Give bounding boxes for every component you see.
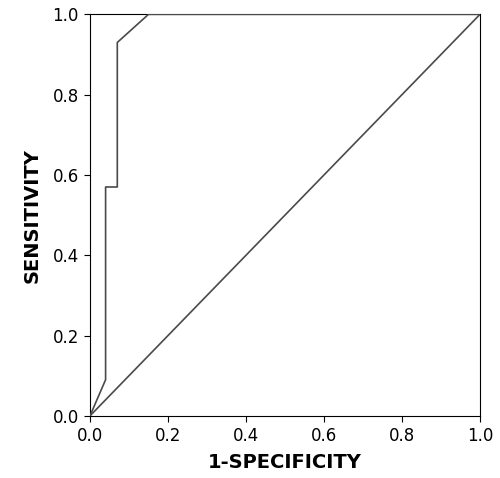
X-axis label: 1-SPECIFICITY: 1-SPECIFICITY <box>208 453 362 472</box>
Y-axis label: SENSITIVITY: SENSITIVITY <box>22 148 42 282</box>
